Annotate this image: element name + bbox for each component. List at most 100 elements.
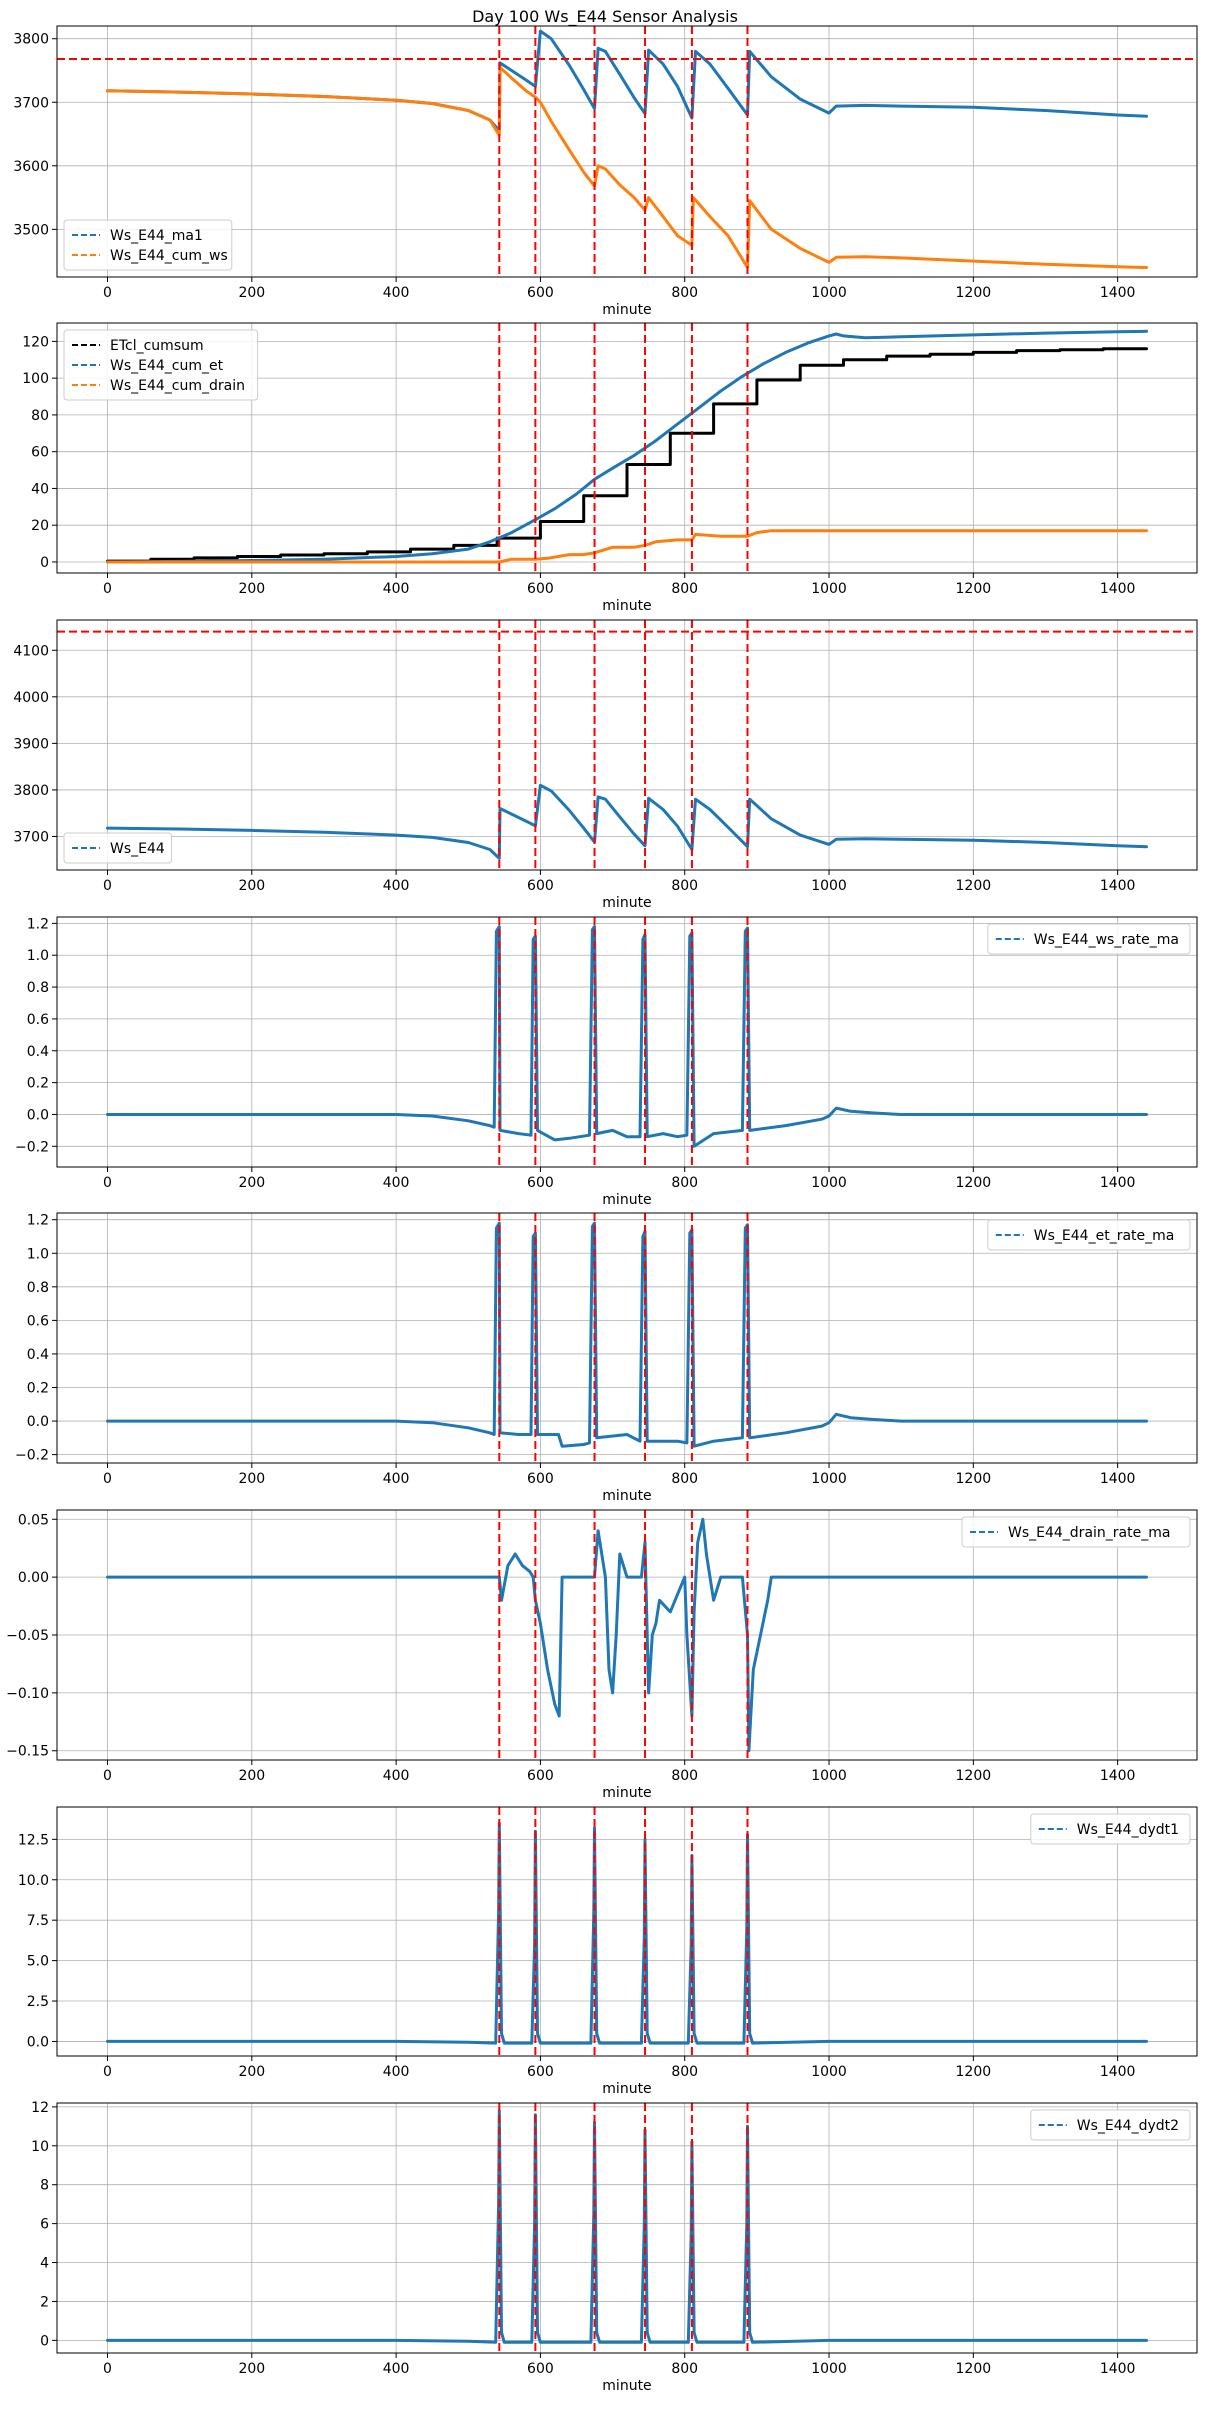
y-tick-label: 1.0 — [27, 948, 49, 964]
x-tick-label: 1400 — [1100, 1471, 1136, 1487]
x-tick-label: 0 — [103, 1768, 112, 1784]
series-line-ws-e44-dydt1 — [106, 1821, 1148, 2045]
y-tick-label: 10 — [31, 2139, 49, 2155]
legend-box — [1030, 1813, 1191, 1845]
x-tick-label: 200 — [238, 1471, 265, 1487]
x-tick-label: 1200 — [956, 285, 992, 301]
axes-frame — [56, 2102, 1198, 2354]
axes-frame — [56, 322, 1198, 574]
y-tick-label: 0.00 — [18, 1570, 49, 1586]
x-tick-label: 200 — [238, 1175, 265, 1191]
x-tick-label: 400 — [383, 878, 410, 894]
x-tick-label: 400 — [383, 2361, 410, 2377]
y-tick-label: 0.6 — [27, 1313, 49, 1329]
legend-label: Ws_E44_dydt2 — [1077, 2118, 1179, 2134]
legend-label: Ws_E44_cum_drain — [110, 378, 245, 394]
x-tick-label: 1200 — [956, 581, 992, 597]
x-tick-label: 800 — [671, 878, 698, 894]
y-tick-label: 0.8 — [27, 980, 49, 996]
y-tick-label: 4000 — [13, 690, 49, 706]
y-tick-label: −0.15 — [6, 1744, 49, 1760]
plot-area — [106, 783, 1148, 860]
x-tick-label: 1200 — [956, 1768, 992, 1784]
x-tick-label: 800 — [671, 2361, 698, 2377]
x-tick-label: 1400 — [1100, 285, 1136, 301]
plot-area — [106, 1517, 1148, 1753]
x-axis-label: minute — [602, 598, 651, 614]
y-tick-label: −0.2 — [15, 1139, 49, 1155]
legend-box — [1030, 2109, 1191, 2141]
x-tick-label: 400 — [383, 1768, 410, 1784]
panel-3: 0 200 400 600 800 1000 1200 1400 minute 3700 3800 3… — [13, 619, 1198, 911]
x-tick-label: 800 — [671, 2064, 698, 2080]
x-tick-label: 200 — [238, 581, 265, 597]
y-tick-label: 1.0 — [27, 1246, 49, 1262]
panel-5: 0 200 400 600 800 1000 1200 1400 minute −0.2 0.0 0.… — [15, 1212, 1198, 1504]
x-tick-label: 600 — [527, 878, 554, 894]
legend: Ws_E44_dydt1 — [1030, 1813, 1191, 1845]
legend-box — [961, 1516, 1191, 1548]
legend-box — [63, 832, 173, 864]
panel-2: 0 200 400 600 800 1000 1200 1400 minute 0 20 40 60 80… — [22, 322, 1198, 614]
axes-frame — [56, 1212, 1198, 1464]
legend: Ws_E44_drain_rate_ma — [961, 1516, 1191, 1548]
x-tick-label: 400 — [383, 1471, 410, 1487]
y-tick-label: 0.0 — [27, 1414, 49, 1430]
x-tick-label: 600 — [527, 1175, 554, 1191]
y-tick-label: 40 — [31, 481, 49, 497]
x-tick-label: 600 — [527, 1471, 554, 1487]
axes-frame — [56, 1806, 1198, 2057]
series-line-ws-e44-cum-drain — [106, 529, 1148, 564]
y-tick-label: 3800 — [13, 32, 49, 48]
x-axis-label: minute — [602, 1785, 651, 1801]
figure-title: Day 100 Ws_E44 Sensor Analysis — [472, 7, 738, 27]
x-tick-label: 1200 — [956, 2064, 992, 2080]
y-tick-label: −0.10 — [6, 1686, 49, 1702]
y-tick-label: 0.0 — [27, 2034, 49, 2050]
series-line-ws-e44-dydt2 — [106, 2109, 1148, 2344]
y-tick-label: 12 — [31, 2100, 49, 2116]
series-line-ws-e44 — [106, 783, 1148, 860]
y-tick-label: 2 — [40, 2294, 49, 2310]
plot-area — [106, 925, 1148, 1148]
x-tick-label: 0 — [103, 581, 112, 597]
x-tick-label: 1000 — [811, 1175, 847, 1191]
y-tick-label: 0 — [40, 2333, 49, 2349]
x-tick-label: 0 — [103, 2064, 112, 2080]
y-tick-label: 1.2 — [27, 1213, 49, 1229]
x-tick-label: 800 — [671, 581, 698, 597]
legend: Ws_E44_ws_rate_ma — [987, 923, 1191, 955]
legend-label: ETcl_cumsum — [110, 338, 204, 354]
x-tick-label: 1400 — [1100, 2064, 1136, 2080]
x-tick-label: 1200 — [956, 2361, 992, 2377]
x-axis-label: minute — [602, 895, 651, 911]
x-axis-label: minute — [602, 1488, 651, 1504]
y-tick-label: 0.05 — [18, 1512, 49, 1528]
x-tick-label: 200 — [238, 878, 265, 894]
x-tick-label: 400 — [383, 285, 410, 301]
x-axis-label: minute — [602, 2081, 651, 2097]
y-tick-label: 3500 — [13, 222, 49, 238]
y-tick-label: 3900 — [13, 736, 49, 752]
y-tick-label: 4 — [40, 2256, 49, 2272]
x-tick-label: 1400 — [1100, 878, 1136, 894]
legend-box — [63, 329, 259, 401]
axes-frame — [56, 25, 1198, 278]
x-tick-label: 0 — [103, 1471, 112, 1487]
y-tick-label: 80 — [31, 408, 49, 424]
y-tick-label: 0 — [40, 555, 49, 571]
series-line-ws-e44-ws-rate-ma — [106, 925, 1148, 1148]
plot-area — [106, 1821, 1148, 2045]
y-tick-label: −0.2 — [15, 1448, 49, 1464]
y-tick-label: 60 — [31, 445, 49, 461]
y-tick-label: 10.0 — [18, 1873, 49, 1889]
y-tick-label: 0.4 — [27, 1347, 49, 1363]
y-tick-label: 3800 — [13, 783, 49, 799]
y-tick-label: 7.5 — [27, 1913, 49, 1929]
series-line-etcl-cumsum — [106, 347, 1148, 563]
plot-area — [106, 29, 1148, 269]
plot-area — [106, 329, 1148, 564]
legend-label: Ws_E44 — [110, 841, 165, 857]
